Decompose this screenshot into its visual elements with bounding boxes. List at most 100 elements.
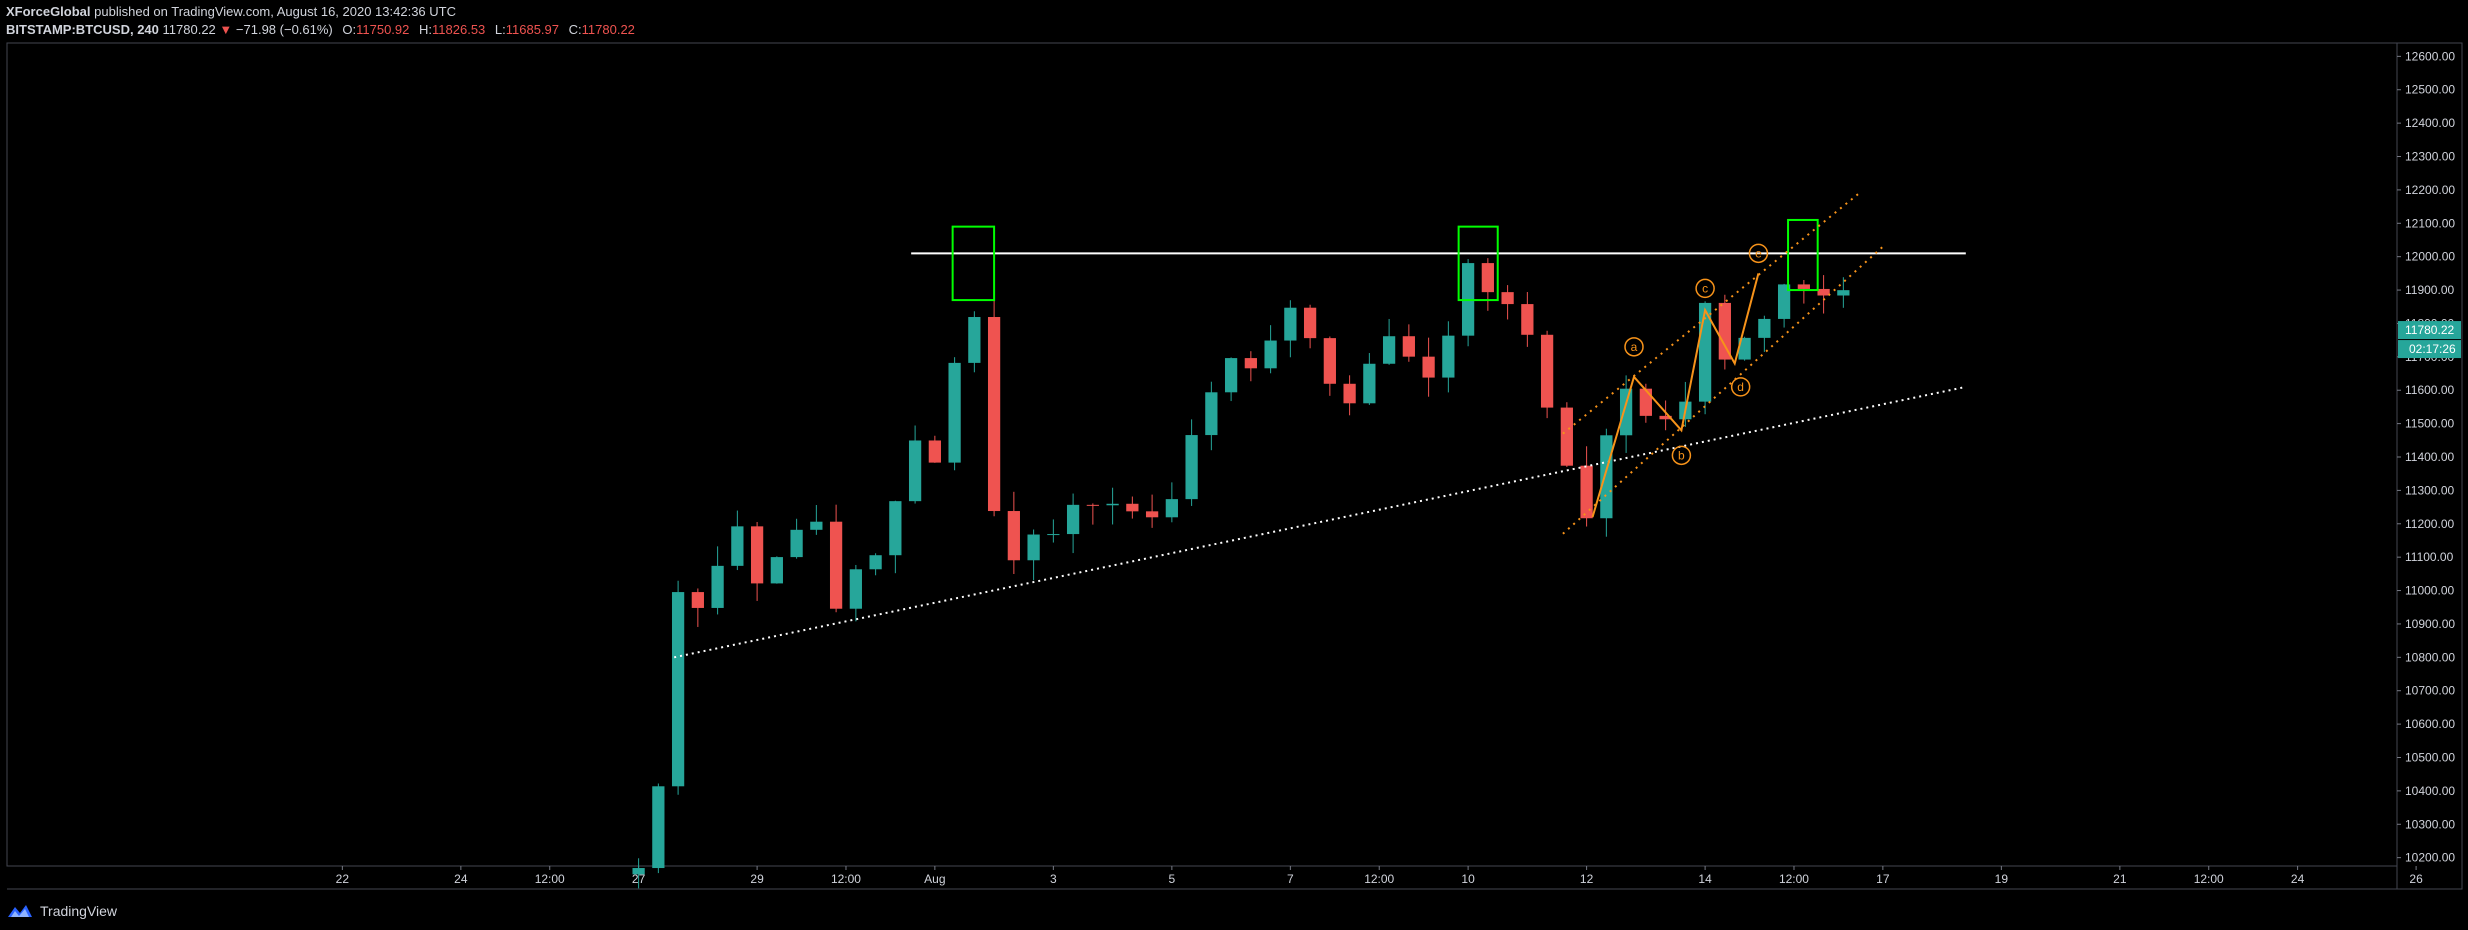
candle-body: [1205, 392, 1218, 436]
candle: [889, 500, 902, 574]
y-tick-label: 11100.00: [2405, 550, 2454, 564]
candle-body: [1007, 511, 1020, 561]
candle-body: [1027, 534, 1040, 561]
candle-body: [1580, 465, 1593, 519]
candle: [1066, 493, 1080, 554]
candle-body: [1422, 356, 1435, 378]
candle: [750, 522, 764, 601]
candle-body: [1758, 318, 1771, 338]
candle: [1145, 494, 1159, 528]
candle-body: [1185, 435, 1198, 500]
publication-line: XForceGlobal published on TradingView.co…: [6, 4, 456, 19]
channel-lower-line: [1562, 245, 1884, 535]
candle-body: [1145, 511, 1159, 518]
candle-body: [968, 317, 981, 363]
high-value: 11826.53: [432, 22, 486, 37]
highlight-box: [1787, 218, 1819, 292]
wave-label-text: e: [1755, 246, 1762, 260]
candle: [1382, 318, 1396, 365]
x-tick-label: Aug: [924, 872, 945, 886]
x-tick-label: 7: [1287, 872, 1294, 886]
wave-label-circle: [1730, 377, 1751, 397]
candle: [1758, 315, 1771, 352]
y-tick-label: 12600.00: [2405, 49, 2455, 63]
candle: [1422, 337, 1435, 397]
candle: [1363, 353, 1376, 405]
candle-body: [1402, 336, 1415, 357]
candle-body: [671, 592, 685, 787]
candle-body: [1382, 336, 1396, 364]
wave-label-text: a: [1631, 340, 1638, 354]
candle: [1738, 336, 1751, 361]
candle: [948, 357, 961, 471]
tradingview-footer[interactable]: TradingView: [6, 902, 117, 920]
candle-body: [849, 569, 862, 609]
wave-label-text: d: [1737, 380, 1744, 394]
x-tick-label: 12: [1580, 872, 1594, 886]
candle: [1323, 336, 1336, 396]
candle-body: [1442, 335, 1455, 378]
candles: [632, 258, 1850, 889]
wave-label-e: e: [1748, 243, 1769, 264]
wave-label-a: a: [1624, 337, 1644, 357]
x-tick-label: 29: [750, 872, 764, 886]
price-axis-frame: [2396, 42, 2463, 890]
candle: [1580, 446, 1593, 527]
candle: [968, 311, 981, 373]
x-tick-label: 21: [2113, 872, 2127, 886]
candle-body: [1817, 288, 1830, 296]
candle-body: [1718, 302, 1731, 360]
candle-body: [1659, 415, 1672, 420]
candle-body: [1639, 388, 1652, 416]
y-tick-label: 11200.00: [2405, 517, 2454, 531]
candle: [1343, 375, 1356, 416]
candle-body: [1501, 292, 1514, 305]
x-tick-label: 10: [1461, 872, 1475, 886]
wave-label-b: b: [1671, 445, 1692, 466]
y-tick-label: 12400.00: [2405, 116, 2455, 130]
y-tick-label: 10300.00: [2405, 817, 2455, 831]
change-value: −71.98 (−0.61%): [235, 22, 333, 37]
wave-label-circle: [1624, 337, 1644, 357]
candle-body: [1521, 304, 1534, 335]
candle-body: [1481, 263, 1494, 293]
candle-body: [1619, 388, 1633, 436]
candle-body: [928, 440, 941, 463]
candle: [1303, 304, 1317, 349]
candle: [1244, 351, 1257, 382]
y-tick-label: 11500.00: [2405, 417, 2454, 431]
candle: [1600, 428, 1613, 537]
candle-body: [869, 555, 882, 570]
support-trendline: [673, 385, 1967, 659]
candle-body: [1363, 363, 1376, 404]
candle-body: [1264, 340, 1277, 369]
candle-body: [1777, 284, 1791, 319]
candle: [731, 510, 744, 571]
symbol-label: BITSTAMP:BTCUSD, 240: [6, 22, 159, 37]
change-arrow-icon: ▼: [219, 22, 233, 37]
candle-body: [1244, 358, 1257, 369]
highlight-box: [1457, 225, 1499, 302]
candle: [1619, 375, 1633, 453]
candle-body: [987, 317, 1001, 512]
candle-body: [1047, 534, 1060, 536]
highlight-box: [951, 225, 996, 302]
candle: [1185, 419, 1198, 506]
candle-body: [770, 557, 783, 584]
candle: [1837, 277, 1850, 308]
candle: [849, 564, 862, 622]
y-tick-label: 12100.00: [2405, 216, 2455, 230]
candle-body: [1303, 307, 1317, 339]
wave-label-circle: [1695, 278, 1715, 299]
candle: [810, 505, 823, 535]
candle-body: [810, 521, 823, 530]
channel-upper-line: [1562, 192, 1860, 435]
current-price-label: 11780.22: [2405, 323, 2454, 337]
candle-body: [1086, 504, 1099, 506]
x-tick-label: 12:00: [831, 872, 861, 886]
candle-body: [1165, 499, 1178, 518]
candle-body: [1284, 307, 1297, 341]
candle-body: [1738, 337, 1751, 360]
candle-body: [948, 362, 961, 463]
